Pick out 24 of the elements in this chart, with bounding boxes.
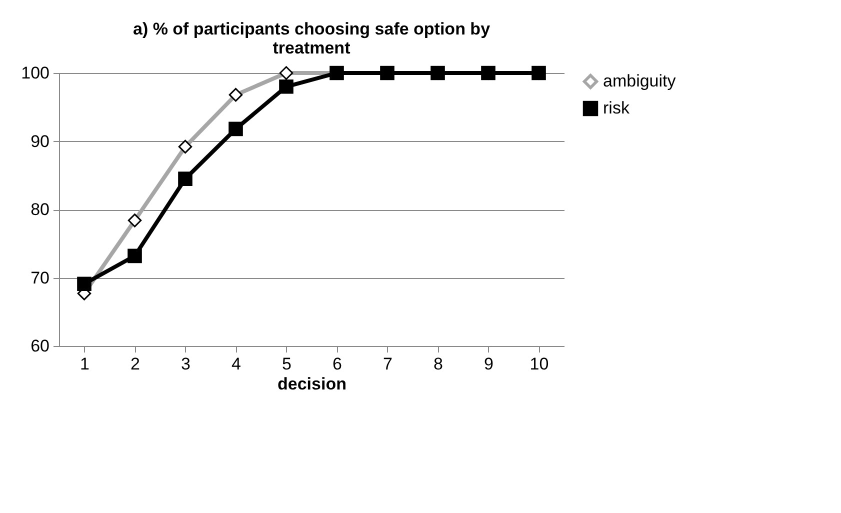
x-tick-label: 7 [383, 354, 392, 374]
point [228, 122, 243, 136]
x-tick-label: 8 [434, 354, 443, 374]
y-tick-label: 100 [21, 64, 50, 82]
point [128, 248, 142, 264]
legend-label: risk [603, 98, 630, 118]
x-tick-label: 9 [484, 354, 494, 374]
x-tick-label: 4 [232, 354, 241, 374]
x-tick-label: 2 [130, 354, 140, 374]
y-tick-label: 70 [30, 268, 50, 288]
y-tick-label: 60 [30, 336, 50, 356]
legend-label: ambiguity [603, 72, 676, 90]
x-tick-label: 1 [80, 354, 90, 374]
x-tick-label: 3 [181, 354, 190, 374]
x-tick-label: 5 [282, 354, 292, 374]
point [279, 79, 294, 94]
chart-title: a) % of participants choosing safe option by treatment [132, 20, 491, 58]
point [77, 276, 92, 292]
x-axis-title: decision [278, 374, 346, 394]
y-tick-label: 80 [30, 200, 50, 219]
x-tick-label: 6 [332, 354, 342, 374]
point [178, 172, 192, 186]
x-tick-label: 10 [530, 354, 549, 374]
y-tick-label: 90 [30, 132, 50, 151]
